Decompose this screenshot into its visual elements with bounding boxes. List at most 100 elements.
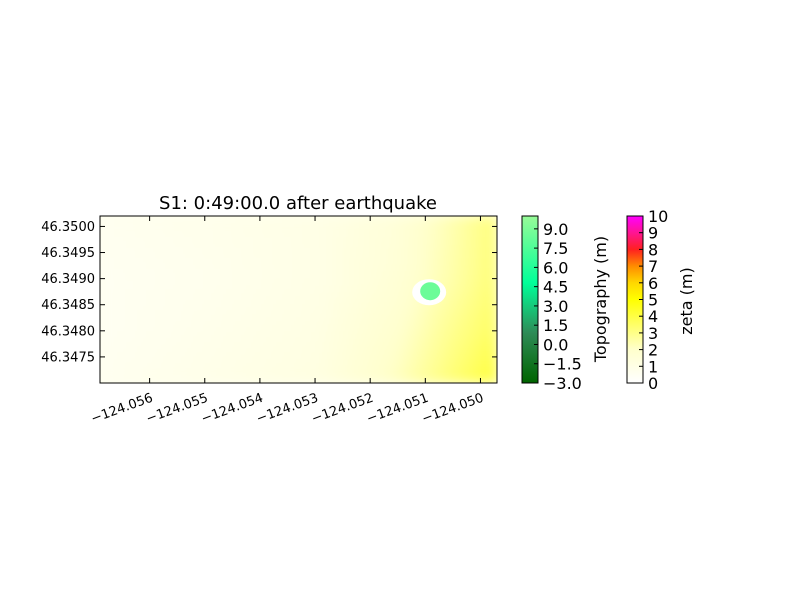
zeta-cell <box>298 372 309 383</box>
zeta-cell <box>268 372 280 383</box>
x-tick-label: −124.056 <box>89 391 155 427</box>
zeta-cell <box>109 288 121 300</box>
zeta-cell <box>129 267 141 280</box>
zeta-cell <box>188 278 200 290</box>
zeta-cell <box>228 278 240 290</box>
zeta-cell <box>129 340 141 353</box>
zeta-cell <box>466 361 478 374</box>
zeta-cell <box>446 372 458 383</box>
zeta-cell <box>298 299 309 311</box>
zeta-cell <box>139 351 151 363</box>
zeta-cell <box>100 257 111 269</box>
zeta-cell <box>407 351 419 363</box>
zeta-cell <box>387 278 399 290</box>
zeta-cell <box>417 216 429 227</box>
zeta-cell <box>168 309 180 321</box>
zeta-cell <box>228 319 240 332</box>
zeta-cell <box>357 351 369 363</box>
zeta-cell <box>377 309 389 321</box>
zeta-cell <box>337 246 349 259</box>
zeta-cell <box>466 216 478 227</box>
zeta-cell <box>208 267 220 280</box>
zeta-cell <box>337 330 349 342</box>
zeta-cell <box>387 309 399 321</box>
zeta-cell <box>238 246 250 259</box>
zeta-cell <box>228 257 240 269</box>
zeta-cell <box>218 225 230 238</box>
zeta-cell <box>337 267 349 280</box>
zeta-cell <box>109 361 121 374</box>
zeta-cell <box>159 216 170 227</box>
zeta-cell <box>178 216 190 227</box>
zeta-cell <box>427 361 438 374</box>
zeta-cell <box>357 319 369 332</box>
zeta-cell <box>417 351 429 363</box>
zeta-cell <box>109 372 121 383</box>
zeta-cell <box>357 330 369 342</box>
zeta-cell <box>198 278 210 290</box>
zeta-cell <box>119 340 131 353</box>
zeta-cell <box>100 278 111 290</box>
zeta-cell <box>149 225 161 238</box>
zeta-cell <box>476 361 488 374</box>
zeta-cell <box>109 236 121 248</box>
zeta-cell <box>178 372 190 383</box>
zeta-cell <box>228 340 240 353</box>
zeta-cell <box>377 246 389 259</box>
zeta-cell <box>100 319 111 332</box>
colorbar-tick-label: −3.0 <box>543 374 582 393</box>
zeta-cell <box>387 216 399 227</box>
zeta-cell <box>208 340 220 353</box>
zeta-cell <box>149 288 161 300</box>
zeta-cell <box>436 216 448 227</box>
zeta-cell <box>377 216 389 227</box>
zeta-cell <box>100 236 111 248</box>
zeta-cell <box>407 216 419 227</box>
zeta-cell <box>377 225 389 238</box>
zeta-cell <box>427 257 438 269</box>
zeta-cell <box>417 299 429 311</box>
zeta-cell <box>248 351 260 363</box>
zeta-cell <box>129 361 141 374</box>
zeta-cell <box>476 216 488 227</box>
zeta-cell <box>327 267 339 280</box>
zeta-cell <box>268 340 280 353</box>
zeta-cell <box>476 351 488 363</box>
zeta-cell <box>407 330 419 342</box>
zeta-cell <box>149 299 161 311</box>
zeta-cell <box>258 340 270 353</box>
zeta-cell <box>198 299 210 311</box>
zeta-cell <box>109 340 121 353</box>
zeta-cell <box>456 216 468 227</box>
colorbar-tick-label: 8 <box>648 240 658 259</box>
zeta-cell <box>188 361 200 374</box>
zeta-cell <box>486 372 497 383</box>
zeta-cell <box>327 330 339 342</box>
zeta-cell <box>248 216 260 227</box>
zeta-cell <box>288 319 299 332</box>
zeta-cell <box>417 309 429 321</box>
zeta-cell <box>248 309 260 321</box>
zeta-cell <box>218 299 230 311</box>
zeta-cell <box>387 372 399 383</box>
zeta-cell <box>367 257 379 269</box>
zeta-cell <box>238 299 250 311</box>
zeta-cell <box>347 309 359 321</box>
zeta-cell <box>446 309 458 321</box>
zeta-cell <box>198 309 210 321</box>
zeta-cell <box>298 351 309 363</box>
zeta-cell <box>407 267 419 280</box>
zeta-cell <box>278 351 290 363</box>
zeta-cell <box>208 288 220 300</box>
zeta-cell <box>417 361 429 374</box>
zeta-cell <box>347 330 359 342</box>
zeta-cell <box>317 288 329 300</box>
zeta-cell <box>149 309 161 321</box>
zeta-cell <box>486 319 497 332</box>
zeta-cell <box>100 299 111 311</box>
zeta-cell <box>268 330 280 342</box>
zeta-cell <box>119 236 131 248</box>
zeta-cell <box>486 299 497 311</box>
zeta-cell <box>208 319 220 332</box>
